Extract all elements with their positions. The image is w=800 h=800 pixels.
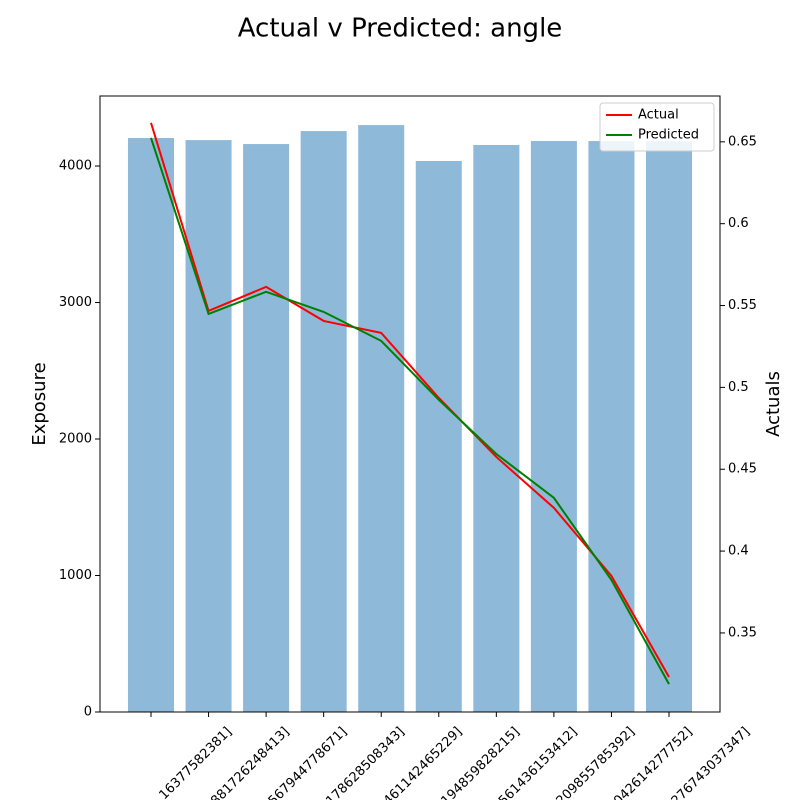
y2-tick-label: 0.4 <box>728 544 749 559</box>
y2-tick-label: 0.65 <box>728 134 757 149</box>
bar <box>645 141 693 712</box>
y2-tick-label: 0.5 <box>728 380 749 395</box>
bar <box>127 138 175 712</box>
y2-tick-label: 0.55 <box>728 298 757 313</box>
bar <box>415 160 462 712</box>
legend-label: Predicted <box>638 128 699 143</box>
y2-tick-label: 0.6 <box>728 216 749 231</box>
y2-tick-label: 0.45 <box>728 462 757 477</box>
y-tick-label: 2000 <box>59 432 92 447</box>
plot-frame <box>99 95 721 713</box>
legend-label: Actual <box>638 108 679 123</box>
y-tick-label: 3000 <box>59 295 92 310</box>
bar <box>530 141 577 712</box>
bar <box>243 144 290 712</box>
line-series <box>150 137 670 685</box>
chart-title: Actual v Predicted: angle <box>238 14 563 44</box>
bar <box>588 141 635 712</box>
bar <box>473 145 520 712</box>
y2-tick-label: 0.35 <box>728 625 757 640</box>
bar <box>300 131 347 712</box>
y2-axis-label: Actuals <box>763 371 784 437</box>
y-tick-label: 4000 <box>59 159 92 174</box>
y-tick-label: 1000 <box>59 568 92 583</box>
y-axis-label: Exposure <box>29 362 50 445</box>
line-series <box>150 122 670 678</box>
bar <box>185 140 232 712</box>
bar <box>358 125 405 712</box>
y-tick-label: 0 <box>84 705 92 720</box>
